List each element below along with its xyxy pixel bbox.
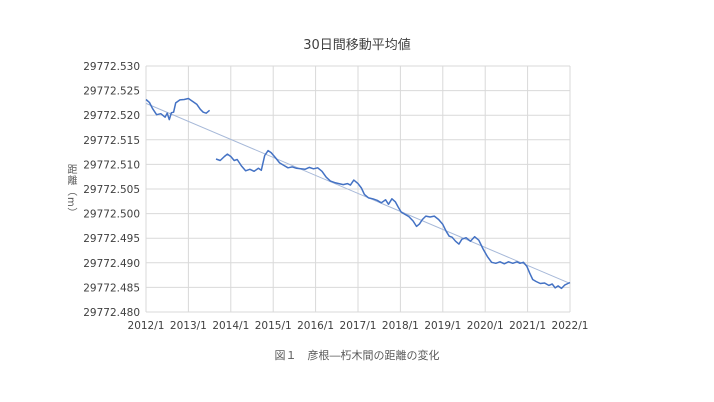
y-tick-label: 29772.525 — [83, 86, 140, 98]
series-line — [215, 149, 571, 290]
x-tick-label: 2020/1 — [467, 320, 504, 332]
x-tick-label: 2022/1 — [552, 320, 589, 332]
x-tick-label: 2016/1 — [297, 320, 334, 332]
x-tick-label: 2018/1 — [382, 320, 419, 332]
y-axis-label: 距離（m） — [65, 164, 76, 219]
y-tick-label: 29772.510 — [83, 159, 140, 171]
x-tick-label: 2017/1 — [340, 320, 377, 332]
x-tick-label: 2014/1 — [212, 320, 249, 332]
y-tick-label: 29772.485 — [83, 282, 140, 294]
y-tick-label: 29772.520 — [83, 110, 140, 122]
y-tick-label: 29772.500 — [83, 209, 140, 221]
series-line — [145, 97, 211, 121]
y-tick-label: 29772.490 — [83, 258, 140, 270]
y-tick-label: 29772.505 — [83, 184, 140, 196]
chart-title: 30日間移動平均値 — [303, 38, 411, 53]
y-tick-label: 29772.495 — [83, 233, 140, 245]
trend-line — [145, 102, 571, 284]
figure-caption: 図１ 彦根―朽木間の距離の変化 — [274, 349, 440, 362]
x-tick-label: 2019/1 — [424, 320, 461, 332]
x-tick-label: 2021/1 — [509, 320, 546, 332]
x-tick-label: 2015/1 — [255, 320, 292, 332]
y-tick-label: 29772.480 — [83, 307, 140, 319]
x-tick-label: 2012/1 — [128, 320, 165, 332]
x-tick-label: 2013/1 — [170, 320, 207, 332]
y-tick-label: 29772.515 — [83, 135, 140, 147]
y-tick-label: 29772.530 — [83, 61, 140, 73]
